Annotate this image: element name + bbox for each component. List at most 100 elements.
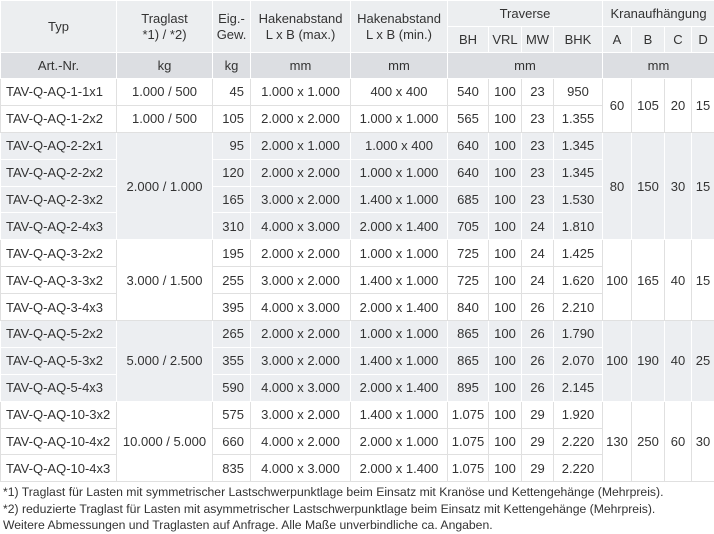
hook-distance-max: 4.000 x 3.000 xyxy=(250,293,351,322)
data-row: TAV-Q-AQ-2-4x3 310 4.000 x 3.000 2.000 x 1.… xyxy=(0,212,714,241)
crane-value: 165 xyxy=(631,239,665,322)
header-cell: C xyxy=(664,26,692,53)
header-cell: B xyxy=(631,26,665,53)
crane-value: 30 xyxy=(690,400,714,483)
hook-distance-min: 1.400 x 1.000 xyxy=(350,400,448,429)
hook-distance-max: 3.000 x 2.000 xyxy=(250,400,351,429)
unit-cell: mm xyxy=(250,52,351,79)
traverse-value: 26 xyxy=(521,293,554,322)
weight: 310 xyxy=(212,212,251,241)
traverse-value: 895 xyxy=(447,373,489,402)
header-line: L x B (min.) xyxy=(366,26,432,42)
header-cell: BH xyxy=(447,26,489,53)
header-line: *1) / *2) xyxy=(142,26,187,42)
traverse-value: 100 xyxy=(488,293,522,322)
traverse-value: 1.920 xyxy=(553,400,603,429)
traverse-value: 2.220 xyxy=(553,427,603,456)
traverse-value: 950 xyxy=(553,78,603,106)
traverse-value: 29 xyxy=(521,454,554,483)
article-number: TAV-Q-AQ-5-3x2 xyxy=(0,346,117,375)
traverse-value: 100 xyxy=(488,185,522,214)
traverse-value: 100 xyxy=(488,400,522,429)
hook-distance-max: 4.000 x 3.000 xyxy=(250,454,351,483)
weight: 355 xyxy=(212,346,251,375)
hook-distance-max: 2.000 x 2.000 xyxy=(250,104,351,133)
traverse-value: 2.070 xyxy=(553,346,603,375)
footnote: *2) reduzierte Traglast für Lasten mit a… xyxy=(3,501,656,516)
data-row: TAV-Q-AQ-10-3x2 10.000 / 5.000 575 3.000 x … xyxy=(0,400,714,483)
crane-value: 60 xyxy=(664,400,692,483)
header-cell: Typ xyxy=(0,0,117,53)
traverse-value: 865 xyxy=(447,320,489,348)
traverse-value: 26 xyxy=(521,346,554,375)
traverse-value: 100 xyxy=(488,266,522,295)
header-cell: Hakenabstand L x B (min.) xyxy=(350,0,448,53)
article-number: TAV-Q-AQ-5-4x3 xyxy=(0,373,117,402)
traverse-value: 100 xyxy=(488,454,522,483)
data-row: TAV-Q-AQ-10-4x2 660 4.000 x 2.000 2.000 x 1… xyxy=(0,427,714,456)
traverse-value: 23 xyxy=(521,78,554,106)
article-number: TAV-Q-AQ-10-4x2 xyxy=(0,427,117,456)
crane-value: 105 xyxy=(631,78,665,133)
traverse-value: 1.620 xyxy=(553,266,603,295)
traverse-value: 100 xyxy=(488,346,522,375)
article-number: TAV-Q-AQ-2-2x2 xyxy=(0,158,117,187)
article-number: TAV-Q-AQ-2-2x1 xyxy=(0,131,117,160)
header-line: Gew. xyxy=(216,26,247,42)
data-row: TAV-Q-AQ-3-3x2 255 3.000 x 2.000 1.400 x 1.… xyxy=(0,266,714,295)
header-cell: Hakenabstand L x B (max.) xyxy=(250,0,351,53)
traverse-value: 23 xyxy=(521,131,554,160)
hook-distance-min: 2.000 x 1.400 xyxy=(350,293,448,322)
traverse-value: 100 xyxy=(488,78,522,106)
hook-distance-max: 2.000 x 1.000 xyxy=(250,131,351,160)
article-number: TAV-Q-AQ-1-1x1 xyxy=(0,78,117,106)
footnote: Weitere Abmessungen und Traglasten auf A… xyxy=(3,517,493,532)
product-table: Typ Traglast *1) / *2) Eig.- Gew. Hakenabstan… xyxy=(0,0,714,483)
data-row: TAV-Q-AQ-2-2x1 2.000 / 1.000 95 2.000 x 1.0… xyxy=(0,131,714,241)
header-cell: A xyxy=(602,26,632,53)
traverse-value: 26 xyxy=(521,320,554,348)
article-number: TAV-Q-AQ-3-2x2 xyxy=(0,239,117,268)
hook-distance-max: 2.000 x 2.000 xyxy=(250,239,351,268)
traverse-value: 100 xyxy=(488,104,522,133)
header-cell: Kranaufhängung xyxy=(601,0,714,27)
data-row: TAV-Q-AQ-2-2x2 120 2.000 x 2.000 1.000 x 1.… xyxy=(0,158,714,187)
hook-distance-max: 3.000 x 2.000 xyxy=(250,266,351,295)
traverse-value: 1.345 xyxy=(553,131,603,160)
traverse-value: 1.075 xyxy=(447,454,489,483)
traverse-value: 1.810 xyxy=(553,212,603,241)
weight: 590 xyxy=(212,373,251,402)
unit-cell: mm xyxy=(447,52,603,79)
hook-distance-max: 1.000 x 1.000 xyxy=(250,78,351,106)
traverse-value: 24 xyxy=(521,266,554,295)
crane-value: 80 xyxy=(602,131,632,241)
header-line: Hakenabstand xyxy=(258,10,343,26)
weight: 255 xyxy=(212,266,251,295)
crane-value: 60 xyxy=(602,78,632,133)
header-line: Typ xyxy=(48,18,69,34)
weight: 575 xyxy=(212,400,251,429)
header-cell: Eig.- Gew. xyxy=(212,0,251,53)
data-row: TAV-Q-AQ-3-2x2 3.000 / 1.500 195 2.000 x 2.… xyxy=(0,239,714,322)
traverse-value: 865 xyxy=(447,346,489,375)
load-capacity: 1.000 / 500 xyxy=(116,78,213,106)
footnote: *1) Traglast für Lasten mit symmetrische… xyxy=(3,485,664,500)
load-capacity: 3.000 / 1.500 xyxy=(116,239,213,322)
data-row: TAV-Q-AQ-1-1x1 1.000 / 500 45 1.000 x 1.000… xyxy=(0,78,714,133)
weight: 395 xyxy=(212,293,251,322)
article-number: TAV-Q-AQ-2-4x3 xyxy=(0,212,117,241)
load-capacity: 5.000 / 2.500 xyxy=(116,320,213,402)
article-number: TAV-Q-AQ-10-4x3 xyxy=(0,454,117,483)
traverse-value: 840 xyxy=(447,293,489,322)
hook-distance-min: 1.000 x 1.000 xyxy=(350,104,448,133)
article-number: TAV-Q-AQ-1-2x2 xyxy=(0,104,117,133)
table-body: Typ Traglast *1) / *2) Eig.- Gew. Hakenabstan… xyxy=(0,0,714,483)
data-row: TAV-Q-AQ-10-4x3 835 4.000 x 3.000 2.000 x 1… xyxy=(0,454,714,483)
crane-value: 20 xyxy=(664,78,692,133)
hook-distance-min: 1.000 x 1.000 xyxy=(350,158,448,187)
unit-cell: mm xyxy=(601,52,714,79)
traverse-value: 100 xyxy=(488,427,522,456)
weight: 95 xyxy=(212,131,251,160)
traverse-value: 685 xyxy=(447,185,489,214)
hook-distance-max: 4.000 x 2.000 xyxy=(250,427,351,456)
